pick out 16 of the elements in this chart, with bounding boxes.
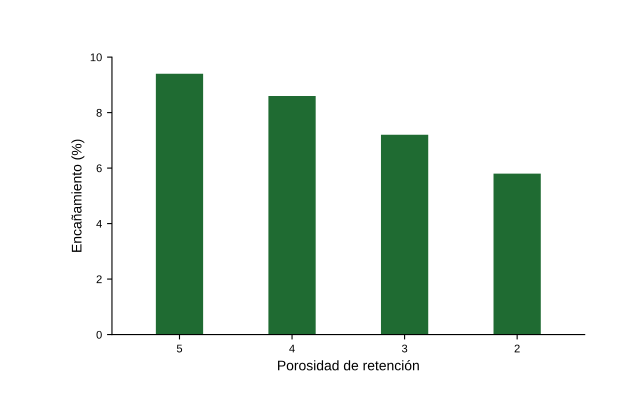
x-tick-label: 4 xyxy=(289,344,295,352)
y-tick-label: 0 xyxy=(96,330,102,339)
bar xyxy=(156,74,204,335)
y-tick-label: 6 xyxy=(96,164,102,172)
x-axis-title: Porosidad de retención xyxy=(278,360,419,370)
bar xyxy=(380,134,428,335)
y-axis-title: Encañamiento (%) xyxy=(71,140,84,252)
x-tick-label: 2 xyxy=(514,344,520,352)
y-tick-label: 2 xyxy=(96,275,102,284)
x-tick-label: 3 xyxy=(402,344,408,352)
bar xyxy=(268,96,316,335)
y-tick-label: 4 xyxy=(96,220,102,228)
y-tick-label: 8 xyxy=(96,108,102,117)
x-tick-label: 5 xyxy=(176,344,182,352)
bar xyxy=(494,174,541,335)
y-tick-label: 10 xyxy=(90,53,102,62)
